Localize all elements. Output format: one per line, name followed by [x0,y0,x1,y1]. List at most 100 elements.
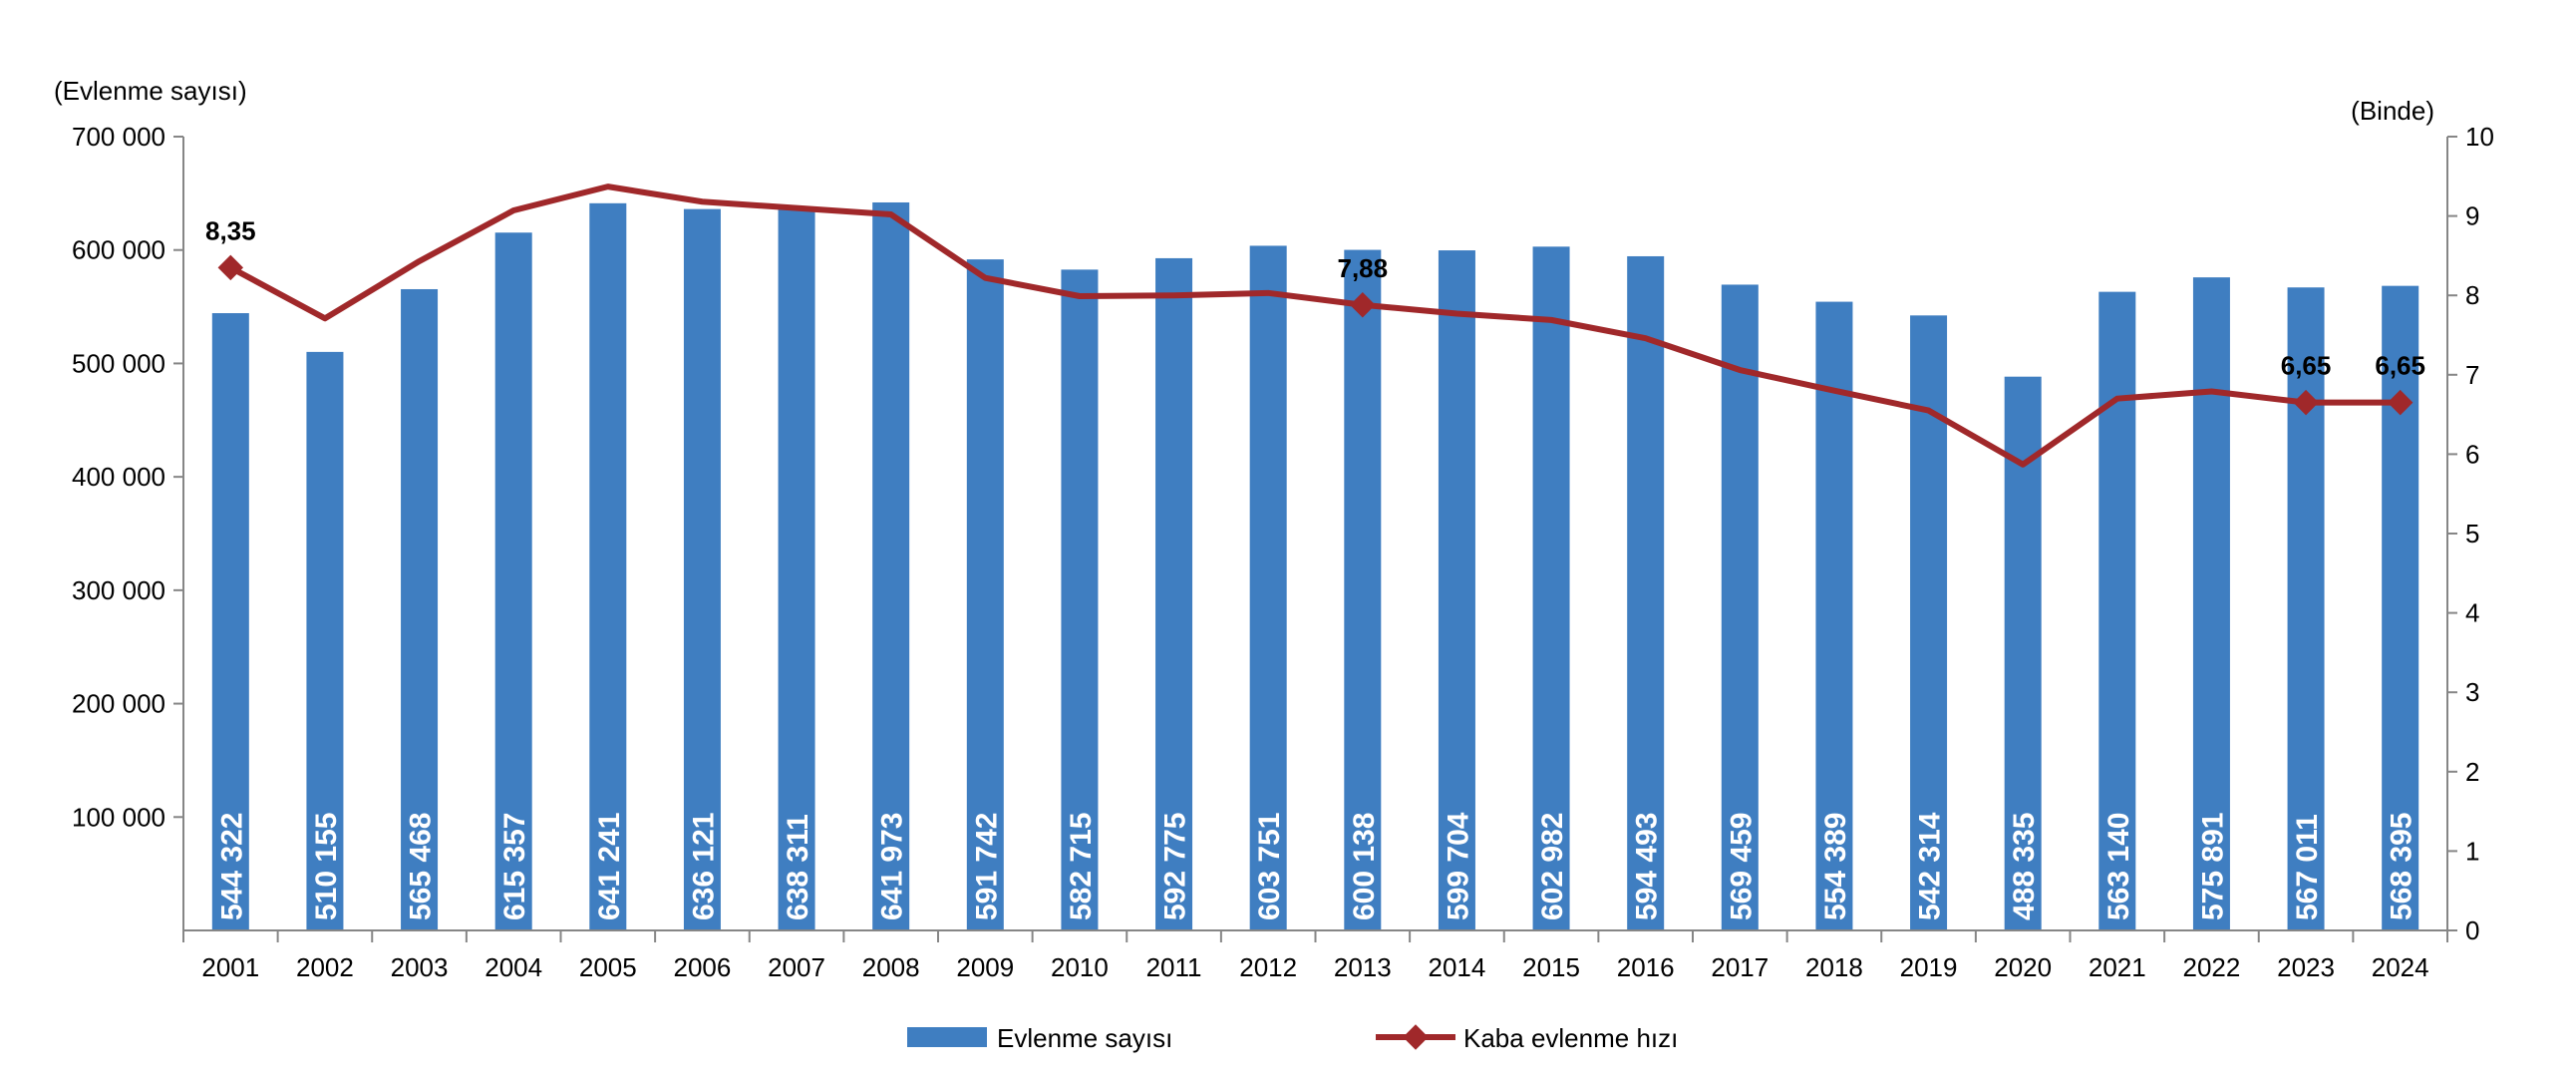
bar-value-label: 582 715 [1065,813,1098,920]
x-tick-label: 2009 [956,952,1014,982]
x-tick-label: 2001 [201,952,259,982]
bar-value-label: 565 468 [405,813,438,920]
bar-value-label: 599 704 [1442,812,1474,920]
bar [1155,257,1193,930]
right-tick-label: 7 [2465,360,2479,390]
bar-value-label: 563 140 [2102,813,2135,920]
x-tick-label: 2008 [862,952,920,982]
x-tick-label: 2003 [391,952,449,982]
left-tick-label: 600 000 [72,235,165,265]
x-tick-label: 2012 [1239,952,1297,982]
bar-value-label: 594 493 [1631,813,1664,920]
right-tick-label: 1 [2465,836,2479,866]
right-tick-label: 4 [2465,598,2479,628]
bar [211,313,249,930]
bar-value-label: 568 395 [2386,813,2418,920]
bar [1721,284,1759,931]
legend-label-line: Kaba evlenme hızı [1463,1023,1678,1053]
bar-value-label: 575 891 [2196,813,2229,920]
bar [494,232,532,930]
bar [1344,249,1382,930]
rate-marker [217,254,244,281]
bar-value-label: 641 241 [593,813,626,920]
bar [966,259,1004,930]
bar-value-label: 591 742 [970,813,1003,920]
right-tick-label: 2 [2465,757,2479,787]
x-tick-label: 2004 [484,952,542,982]
x-tick-label: 2019 [1900,952,1958,982]
x-tick-label: 2002 [296,952,354,982]
right-tick-label: 10 [2465,122,2494,152]
bar [683,208,721,931]
rate-annotation: 6,65 [2375,351,2425,381]
bar [1627,255,1665,930]
x-tick-label: 2020 [1994,952,2052,982]
bar [2192,277,2230,931]
bar [1438,250,1475,930]
bar-value-label: 544 322 [215,813,248,920]
x-tick-label: 2007 [768,952,825,982]
bar-value-label: 510 155 [310,813,343,920]
right-axis-title: (Binde) [2351,96,2434,126]
right-tick-label: 5 [2465,519,2479,548]
bar [1249,245,1287,931]
x-tick-label: 2023 [2277,952,2335,982]
left-tick-label: 200 000 [72,689,165,719]
bar [872,201,910,930]
bar-value-label: 567 011 [2291,814,2324,920]
x-tick-label: 2015 [1522,952,1580,982]
rate-annotation: 7,88 [1338,253,1389,283]
bar-value-label: 592 775 [1159,813,1192,920]
x-tick-label: 2005 [579,952,637,982]
right-tick-label: 3 [2465,677,2479,707]
left-tick-label: 700 000 [72,122,165,152]
bar [401,288,439,930]
right-tick-label: 9 [2465,201,2479,231]
rate-annotation: 6,65 [2281,351,2332,381]
left-tick-label: 300 000 [72,575,165,605]
bar [1061,269,1099,930]
bar-value-label: 488 335 [2008,813,2041,920]
bar-value-label: 554 389 [1819,813,1852,920]
bar-value-label: 600 138 [1348,813,1381,920]
right-tick-label: 8 [2465,280,2479,310]
x-tick-label: 2006 [674,952,732,982]
legend: Evlenme sayısı Kaba evlenme hızı [907,1023,1678,1053]
x-tick-label: 2024 [2372,952,2429,982]
legend-marker-line [1403,1024,1429,1050]
rate-line [228,183,2401,468]
bar-value-label: 638 311 [782,814,814,920]
legend-label-bars: Evlenme sayısı [997,1023,1172,1053]
bar-value-label: 641 973 [876,813,909,920]
x-tick-label: 2016 [1617,952,1675,982]
bar-value-label: 542 314 [1914,812,1947,920]
right-tick-label: 0 [2465,915,2479,945]
bar-value-label: 615 357 [498,813,531,920]
left-tick-label: 400 000 [72,462,165,492]
x-tick-label: 2013 [1334,952,1392,982]
x-tick-label: 2022 [2183,952,2241,982]
bar [778,206,815,931]
left-tick-label: 100 000 [72,802,165,832]
x-tick-label: 2018 [1805,952,1863,982]
bar [2004,376,2042,930]
left-tick-label: 500 000 [72,348,165,378]
x-tick-label: 2017 [1711,952,1769,982]
bar-value-label: 569 459 [1725,813,1758,920]
x-tick-label: 2014 [1429,952,1486,982]
bar-value-label: 603 751 [1253,813,1286,920]
x-tick-label: 2010 [1051,952,1109,982]
bar-value-label: 636 121 [687,813,720,920]
left-axis-title: (Evlenme sayısı) [54,76,247,106]
bar [306,351,344,931]
legend-swatch-bars [907,1027,987,1047]
x-tick-label: 2011 [1146,952,1202,982]
right-tick-label: 6 [2465,439,2479,469]
bar [1532,246,1570,931]
bar-value-label: 602 982 [1536,813,1569,920]
rate-annotation: 8,35 [205,215,256,245]
bar [589,202,627,930]
x-tick-label: 2021 [2089,952,2146,982]
bar [1815,301,1853,930]
